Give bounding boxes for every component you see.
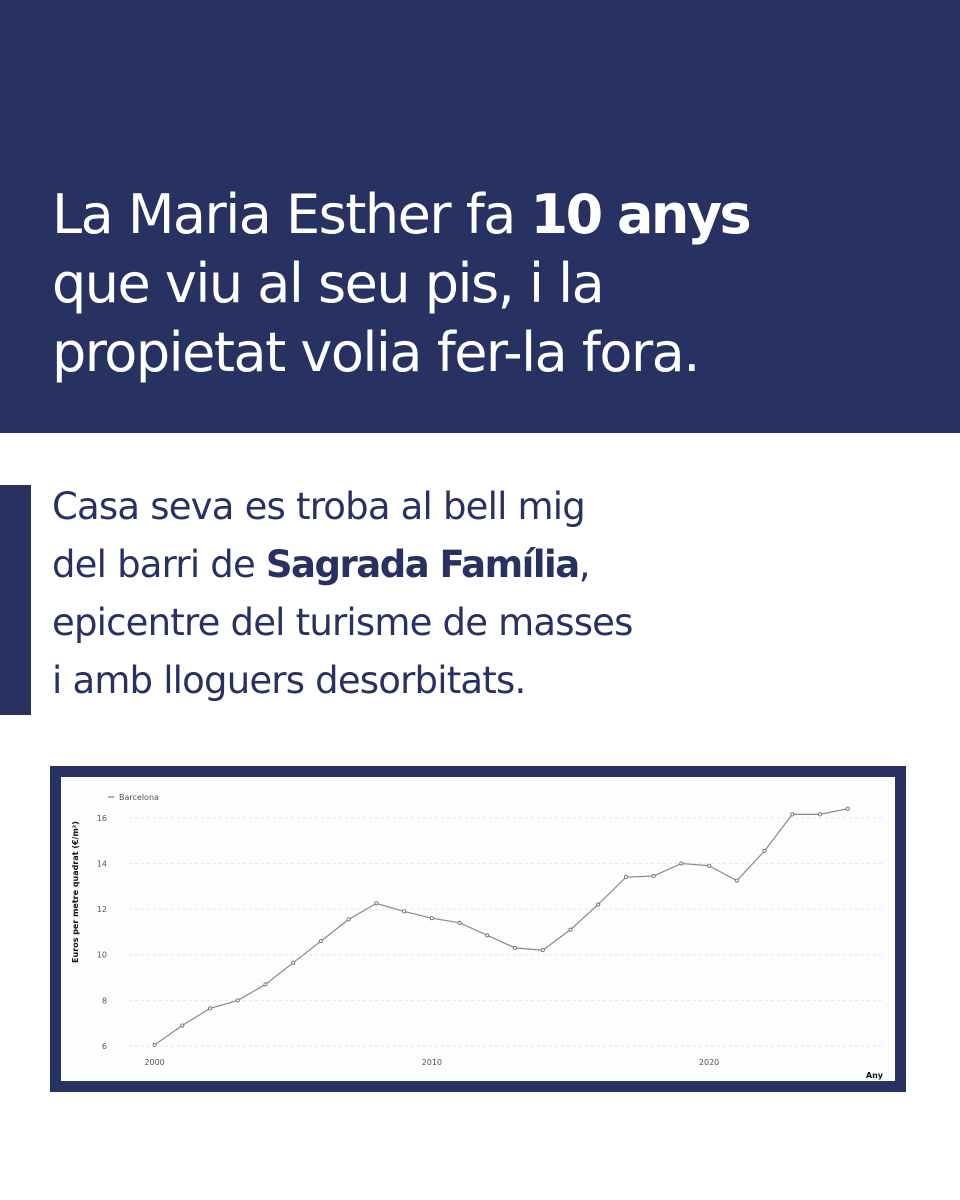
y-tick-label: 8 xyxy=(102,996,107,1005)
header-banner xyxy=(0,0,960,433)
y-tick-label: 14 xyxy=(97,859,107,868)
x-axis-label: Any xyxy=(866,1071,884,1080)
y-tick-label: 10 xyxy=(97,951,107,960)
data-point xyxy=(152,1042,157,1047)
x-tick-label: 2000 xyxy=(144,1058,164,1067)
y-tick-label: 6 xyxy=(102,1042,107,1051)
headline-part2: que viu al seu pis, i la xyxy=(52,252,605,315)
data-point xyxy=(402,909,407,914)
data-point xyxy=(235,998,240,1003)
legend-label: Barcelona xyxy=(119,793,159,802)
data-point xyxy=(845,806,850,811)
headline-bold: 10 anys xyxy=(530,183,752,246)
data-point xyxy=(374,901,379,906)
data-point xyxy=(457,920,462,925)
data-points xyxy=(152,806,850,1047)
body-line4: i amb lloguers desorbitats. xyxy=(52,659,526,702)
chart-background xyxy=(61,777,895,1081)
data-point xyxy=(707,863,712,868)
data-point xyxy=(679,861,684,866)
body-text: Casa seva es troba al bell mig del barri … xyxy=(52,478,633,710)
data-point xyxy=(651,874,656,879)
body-line2-pre: del barri de xyxy=(52,543,266,586)
body-line3: epicentre del turisme de masses xyxy=(52,601,633,644)
headline-part3: propietat volia fer-la fora. xyxy=(52,321,700,384)
data-point xyxy=(734,878,739,883)
y-tick-label: 12 xyxy=(97,905,107,914)
series-line-barcelona xyxy=(154,808,848,1046)
body-line2-bold: Sagrada Família xyxy=(265,543,580,586)
data-point xyxy=(790,812,795,817)
data-point xyxy=(568,927,573,932)
line-chart: 6 8 10 12 14 16 2000 2010 2020 Barcelona Euros p… xyxy=(61,777,895,1081)
x-tick-label: 2010 xyxy=(422,1058,442,1067)
accent-bar xyxy=(0,485,31,715)
data-point xyxy=(485,933,490,938)
y-axis-label: Euros per metre quadrat (€/m²) xyxy=(71,821,80,963)
data-point xyxy=(429,916,434,921)
chart-frame: 6 8 10 12 14 16 2000 2010 2020 Barcelona Euros p… xyxy=(50,766,906,1092)
x-tick-label: 2020 xyxy=(699,1058,719,1067)
data-point xyxy=(623,875,628,880)
data-point xyxy=(818,812,823,817)
data-point xyxy=(318,939,323,944)
body-line2-post: , xyxy=(578,543,591,586)
data-point xyxy=(346,917,351,922)
data-point xyxy=(208,1006,213,1011)
data-point xyxy=(291,960,296,965)
data-point xyxy=(540,948,545,953)
data-point xyxy=(180,1023,185,1028)
headline: La Maria Esther fa 10 anys que viu al seu… xyxy=(52,180,752,387)
headline-part1: La Maria Esther fa xyxy=(52,183,531,246)
data-point xyxy=(596,902,601,907)
data-point xyxy=(263,982,268,987)
data-point xyxy=(513,945,518,950)
tick-labels: 6 8 10 12 14 16 2000 2010 2020 xyxy=(97,814,719,1067)
data-point xyxy=(762,848,767,853)
body-line1: Casa seva es troba al bell mig xyxy=(52,485,586,528)
y-tick-label: 16 xyxy=(97,814,107,823)
legend: Barcelona xyxy=(108,793,159,802)
